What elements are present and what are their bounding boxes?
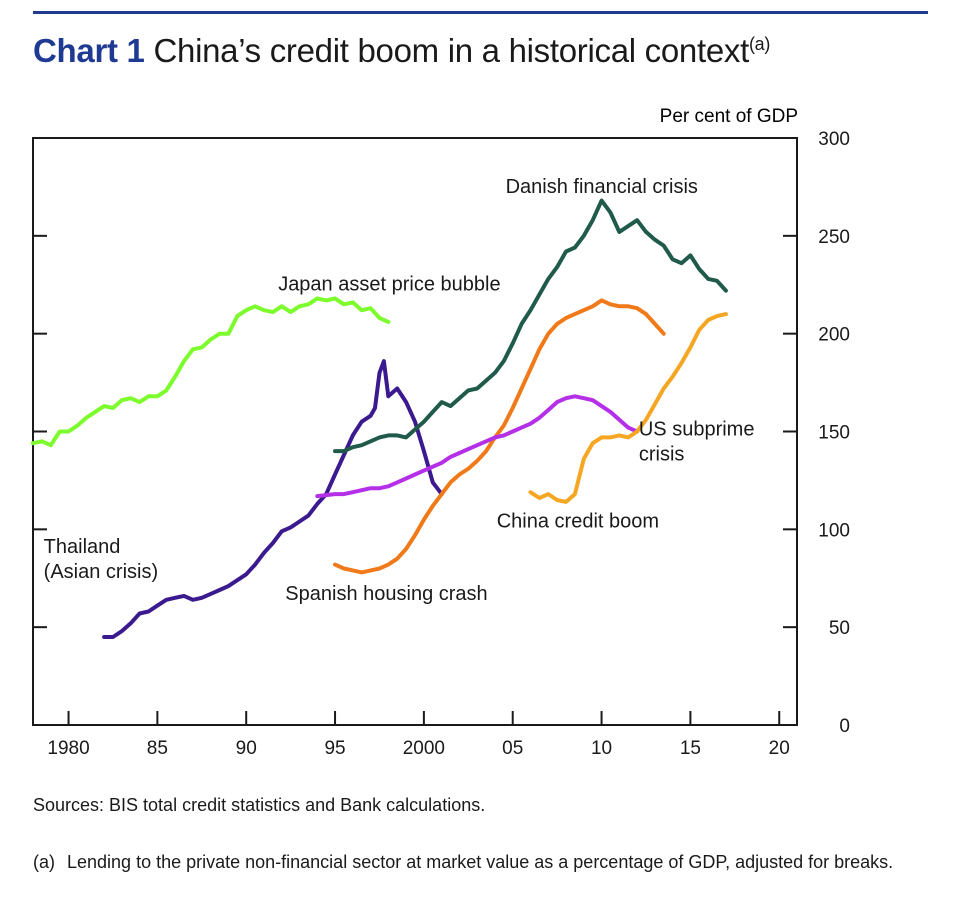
series-label: Spanish housing crash xyxy=(285,583,487,605)
sources-note: Sources: BIS total credit statistics and… xyxy=(33,795,486,815)
x-tick-label: 1980 xyxy=(47,738,89,759)
chart-number: Chart 1 xyxy=(33,32,145,69)
x-tick-label: 20 xyxy=(769,738,790,759)
y-tick-label: 250 xyxy=(818,227,850,248)
series-label: crisis xyxy=(639,443,685,465)
title-note-marker: (a) xyxy=(748,34,771,54)
y-tick-label: 300 xyxy=(818,129,850,150)
footnote: (a) Lending to the private non-financial … xyxy=(33,850,933,874)
y-tick-label: 150 xyxy=(818,423,850,444)
x-tick-label: 90 xyxy=(236,738,257,759)
series-label: Japan asset price bubble xyxy=(278,274,500,296)
x-tick-label: 10 xyxy=(591,738,612,759)
y-tick-label: 0 xyxy=(839,716,850,737)
series-label: (Asian crisis) xyxy=(44,561,158,583)
chart-title: Chart 1 China’s credit boom in a histori… xyxy=(33,32,770,70)
series-label: Thailand xyxy=(44,536,121,558)
series-line xyxy=(333,198,728,454)
x-tick-label: 15 xyxy=(680,738,701,759)
series-label: China credit boom xyxy=(497,510,659,532)
y-axis-unit-label: Per cent of GDP xyxy=(660,106,798,127)
x-tick-label: 05 xyxy=(502,738,523,759)
line-chart: 1980 85 90 95 2000 05 10 15 20050100150200250300… xyxy=(31,106,850,759)
series-line xyxy=(528,312,728,504)
x-tick-label: 95 xyxy=(324,738,345,759)
series-line xyxy=(333,298,666,575)
top-rule xyxy=(33,11,928,14)
series-line xyxy=(315,394,640,499)
y-tick-label: 100 xyxy=(818,520,850,541)
x-tick-label: 2000 xyxy=(403,738,445,759)
y-tick-label: 50 xyxy=(829,618,850,639)
series-label: Danish financial crisis xyxy=(506,176,698,198)
footnote-text: Lending to the private non-financial sec… xyxy=(67,852,894,872)
footnote-marker: (a) xyxy=(33,852,55,872)
labels-layer: Japan asset price bubble Thailand (Asian c… xyxy=(44,176,755,605)
series-label: US subprime xyxy=(639,418,755,440)
series-line xyxy=(102,359,444,639)
series-line xyxy=(31,296,391,448)
chart-title-text: China’s credit boom in a historical cont… xyxy=(153,32,749,69)
x-tick-label: 85 xyxy=(147,738,168,759)
y-tick-label: 200 xyxy=(818,325,850,346)
series-layer xyxy=(31,198,728,639)
